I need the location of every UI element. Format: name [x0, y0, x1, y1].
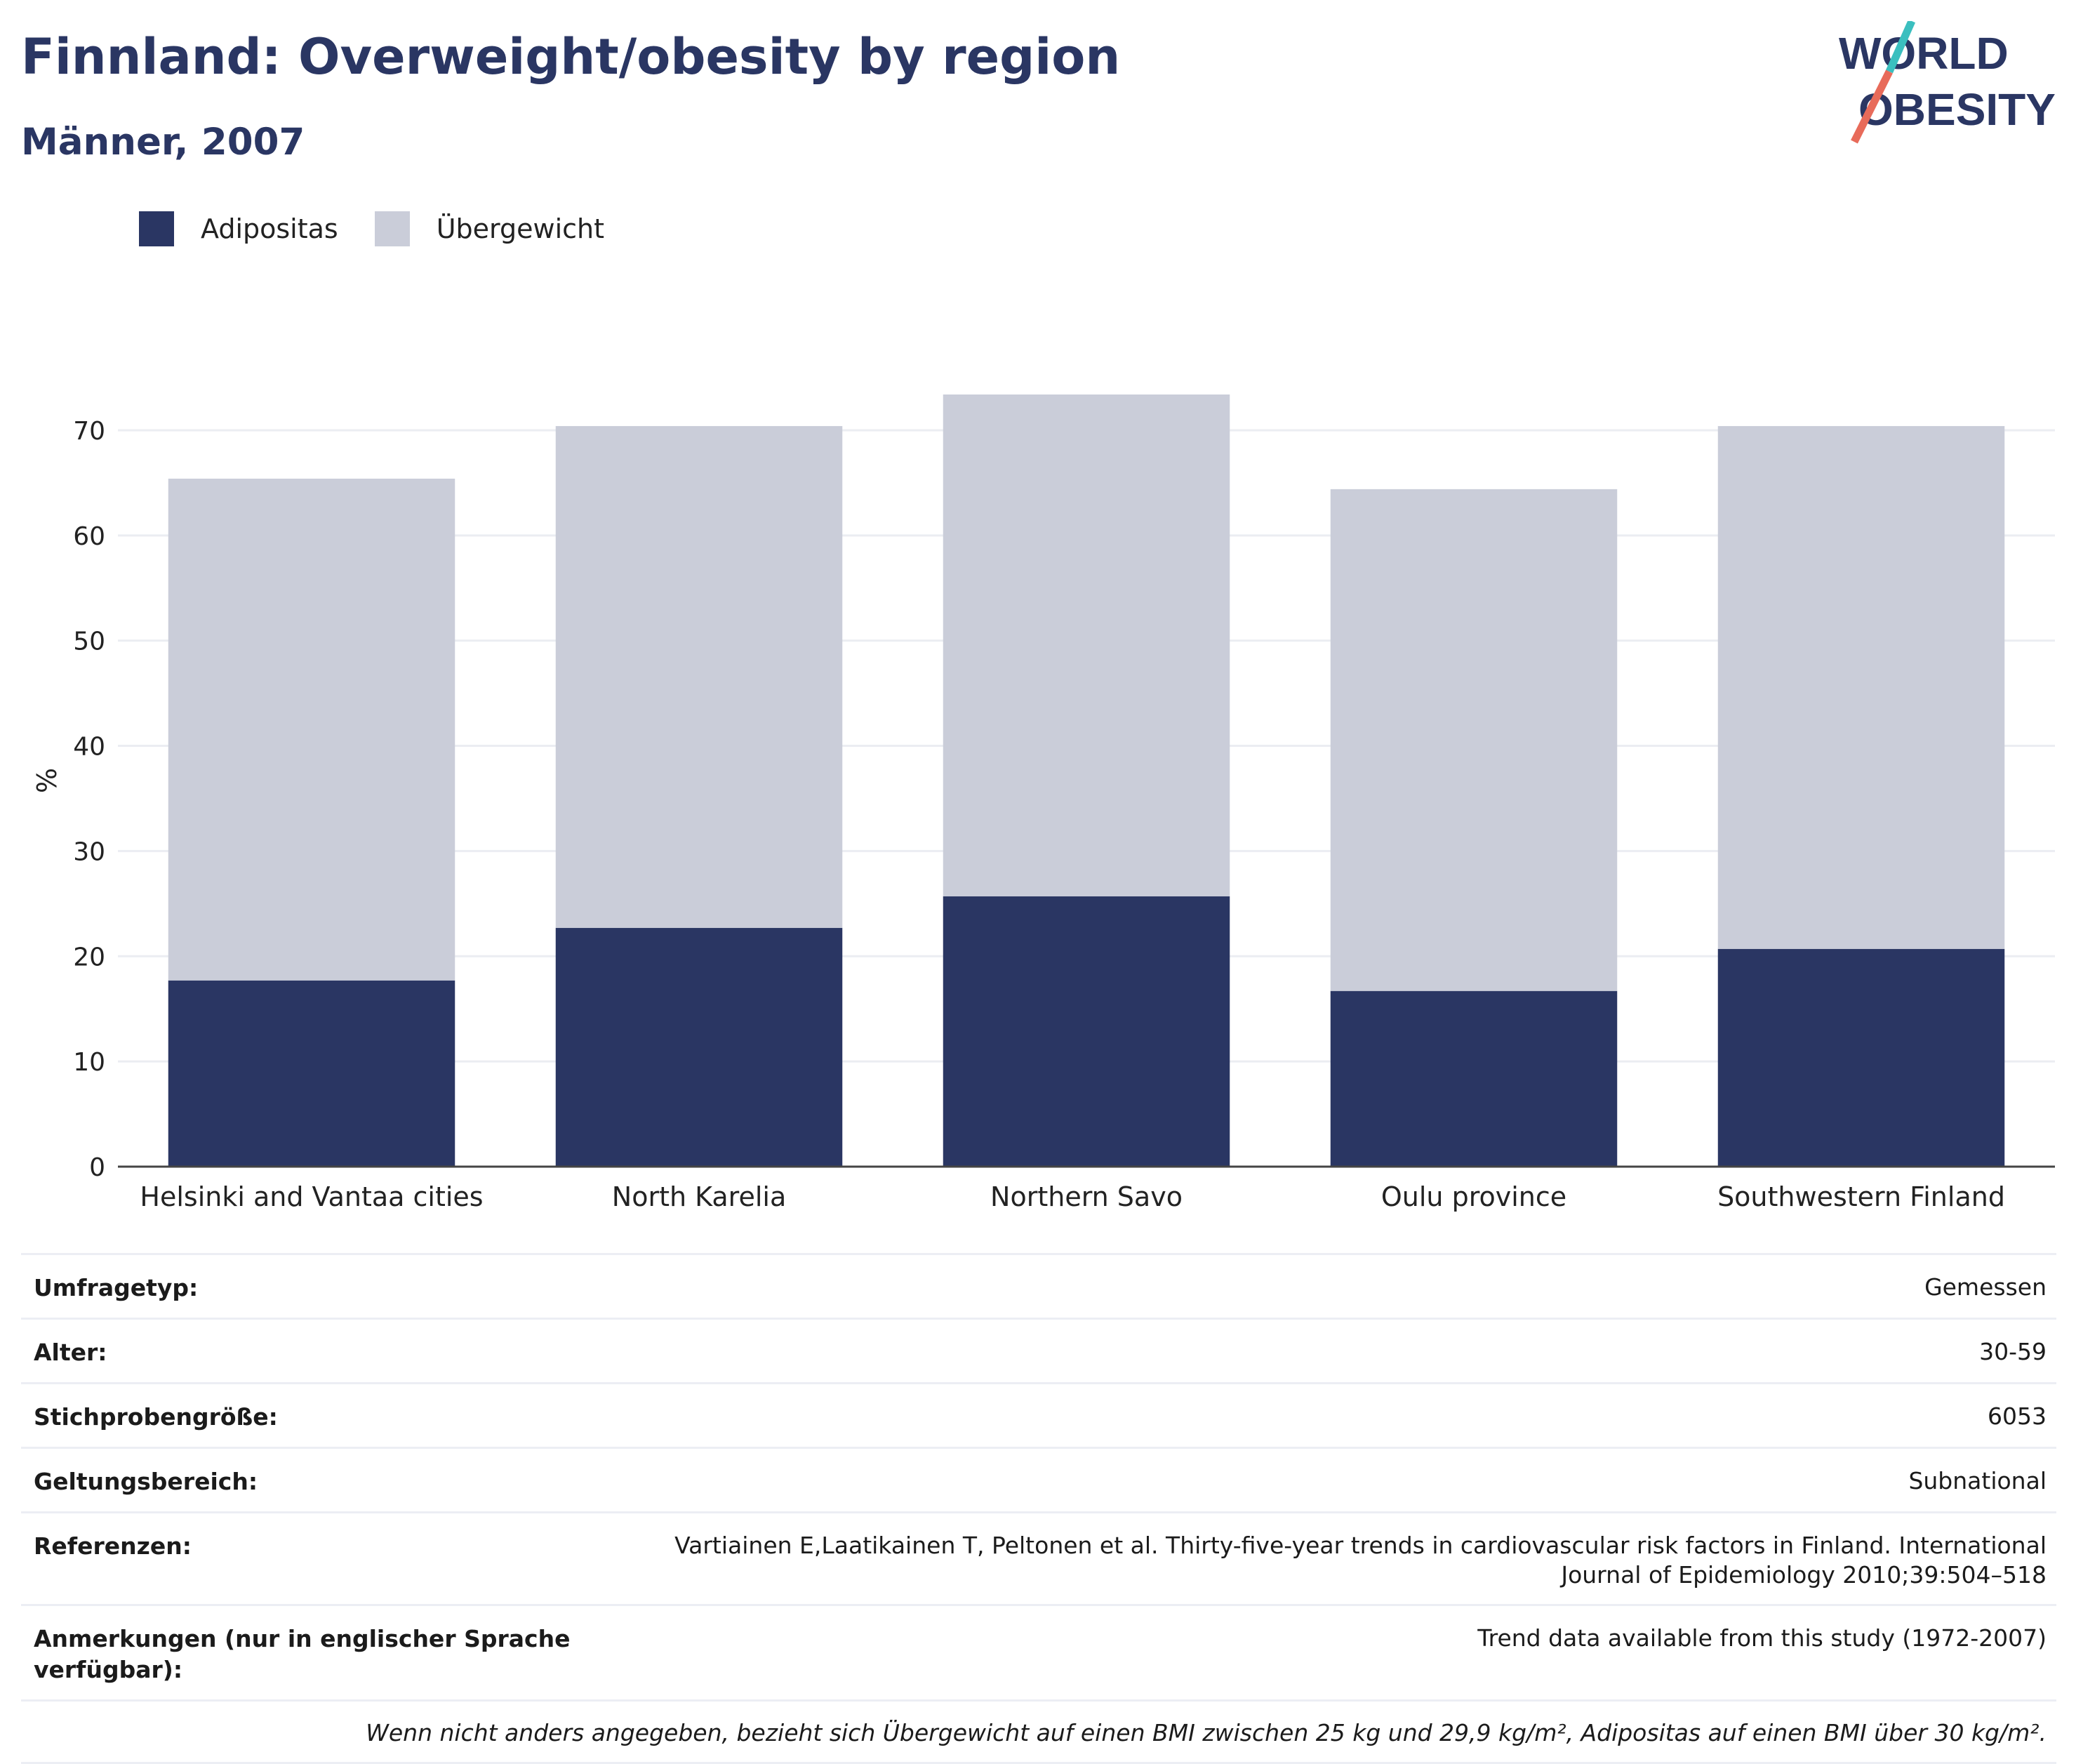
- meta-value: 30-59: [1979, 1338, 2047, 1365]
- meta-value: Trend data available from this study (19…: [1477, 1624, 2047, 1652]
- meta-key: Geltungsbereich:: [34, 1468, 258, 1495]
- meta-key: Umfragetyp:: [34, 1274, 199, 1301]
- meta-value: Subnational: [1908, 1467, 2047, 1494]
- y-tick-label: 60: [73, 522, 105, 551]
- legend-swatch-adipositas: [139, 211, 174, 246]
- bar-segment: [1717, 425, 2005, 949]
- meta-key: Stichprobengröße:: [34, 1403, 278, 1431]
- legend-label-adipositas: Adipositas: [201, 213, 338, 244]
- bar-segment: [1330, 990, 1618, 1167]
- chart-title: Finnland: Overweight/obesity by region: [21, 28, 1121, 86]
- meta-row-geltungsbereich: Geltungsbereich: Subnational: [21, 1447, 2056, 1511]
- bar-segment: [168, 980, 455, 1167]
- x-tick-label: North Karelia: [612, 1181, 786, 1212]
- chart-subtitle: Männer, 2007: [21, 121, 305, 164]
- bar-segment: [1330, 489, 1618, 991]
- bmi-footnote: Wenn nicht anders angegeben, bezieht sic…: [21, 1699, 2056, 1764]
- x-tick-label: Helsinki and Vantaa cities: [140, 1181, 483, 1212]
- world-obesity-logo: WORLD OBESITY: [1839, 21, 2056, 144]
- x-tick-label: Southwestern Finland: [1717, 1181, 2005, 1212]
- chart-legend: Adipositas Übergewicht: [139, 211, 641, 247]
- meta-row-referenzen: Referenzen: Vartiainen E,Laatikainen T, …: [21, 1511, 2056, 1604]
- legend-item-uebergewicht[interactable]: Übergewicht: [374, 211, 604, 246]
- meta-row-stichprobengroesse: Stichprobengröße: 6053: [21, 1382, 2056, 1447]
- y-tick-label: 30: [73, 837, 105, 866]
- y-tick-label: 10: [73, 1048, 105, 1077]
- bar-segment: [555, 425, 843, 928]
- meta-row-umfragetyp: Umfragetyp: Gemessen: [21, 1253, 2056, 1318]
- svg-text:OBESITY: OBESITY: [1858, 84, 2056, 135]
- bar-segment: [943, 896, 1230, 1167]
- bar-segment: [943, 394, 1230, 896]
- stacked-bar-chart: 0 10 20 30 40 50 60 70% Helsinki and Vantaa citi…: [32, 394, 2055, 1212]
- bar-segment: [168, 478, 455, 981]
- meta-row-alter: Alter: 30-59: [21, 1318, 2056, 1382]
- y-tick-label: 50: [73, 628, 105, 656]
- y-tick-label: 0: [89, 1153, 105, 1182]
- meta-key: Referenzen:: [34, 1532, 192, 1560]
- bar-segment: [1717, 948, 2005, 1167]
- meta-key: Anmerkungen (nur in englischer Sprache v…: [34, 1625, 571, 1683]
- legend-swatch-uebergewicht: [374, 211, 410, 246]
- meta-value: Vartiainen E,Laatikainen T, Peltonen et …: [674, 1532, 2047, 1589]
- y-tick-label: 40: [73, 733, 105, 762]
- meta-value: Gemessen: [1924, 1273, 2047, 1301]
- svg-text:WORLD: WORLD: [1839, 28, 2009, 79]
- y-tick-label: 70: [73, 417, 105, 446]
- meta-row-anmerkungen: Anmerkungen (nur in englischer Sprache v…: [21, 1604, 2056, 1699]
- bar-segment: [555, 927, 843, 1167]
- x-tick-label: Northern Savo: [990, 1181, 1183, 1212]
- x-tick-label: Oulu province: [1381, 1181, 1566, 1212]
- legend-item-adipositas[interactable]: Adipositas: [139, 211, 338, 246]
- meta-value: 6053: [1988, 1402, 2047, 1430]
- legend-label-uebergewicht: Übergewicht: [436, 213, 604, 244]
- y-tick-label: 20: [73, 943, 105, 971]
- y-axis-label: %: [32, 768, 62, 793]
- survey-metadata-table: Umfragetyp: Gemessen Alter: 30-59 Stichp…: [21, 1253, 2056, 1764]
- meta-key: Alter:: [34, 1339, 107, 1366]
